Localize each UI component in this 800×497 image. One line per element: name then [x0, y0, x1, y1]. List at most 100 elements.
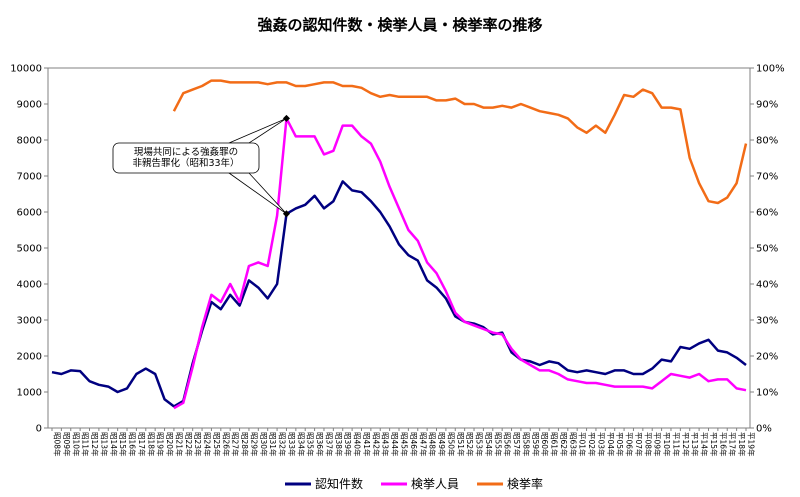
x-tick-label: 昭27年: [231, 432, 241, 457]
x-tick-label: 平06年: [625, 432, 635, 457]
x-tick-label: 昭18年: [146, 432, 156, 457]
y2-tick-label: 20%: [756, 352, 778, 363]
y2-tick-label: 50%: [756, 244, 778, 255]
x-tick-label: 昭58年: [521, 432, 531, 457]
x-tick-label: 昭39年: [343, 432, 353, 457]
legend-label: 検挙人員: [411, 477, 459, 491]
x-tick-label: 昭37年: [324, 432, 334, 457]
x-tick-label: 平07年: [634, 432, 644, 457]
y-tick-label: 8000: [17, 136, 42, 147]
x-tick-label: 昭59年: [531, 432, 541, 457]
x-tick-label: 昭21年: [174, 432, 184, 457]
x-tick-label: 昭63年: [568, 432, 578, 457]
y2-tick-label: 30%: [756, 316, 778, 327]
x-tick-label: 昭31年: [268, 432, 278, 457]
chart-title: 強姦の認知件数・検挙人員・検挙率の推移: [257, 16, 542, 34]
y-tick-label: 5000: [17, 244, 42, 255]
x-tick-label: 昭47年: [418, 432, 428, 457]
y2-tick-label: 10%: [756, 388, 778, 399]
y-tick-label: 7000: [17, 172, 42, 183]
y-tick-label: 6000: [17, 208, 42, 219]
x-tick-label: 昭19年: [156, 432, 166, 457]
x-tick-label: 平09年: [653, 432, 663, 457]
legend-label: 認知件数: [315, 476, 363, 491]
x-tick-label: 昭35年: [306, 432, 316, 457]
x-tick-label: 平13年: [690, 432, 700, 457]
x-tick-label: 昭60年: [540, 432, 550, 457]
y-tick-label: 4000: [17, 280, 42, 291]
x-tick-label: 昭26年: [221, 432, 231, 457]
x-tick-label: 平18年: [737, 432, 747, 457]
x-tick-label: 昭24年: [203, 432, 213, 457]
x-tick-label: 昭23年: [193, 432, 203, 457]
x-tick-label: 昭62年: [559, 432, 569, 457]
x-tick-label: 昭38年: [334, 432, 344, 457]
callout-pointer: [228, 118, 287, 144]
x-tick-label: 昭10年: [71, 432, 81, 457]
highlight-marker: [282, 114, 290, 122]
y-tick-label: 0: [36, 424, 42, 435]
x-tick-label: 昭42年: [371, 432, 381, 457]
series-line: [173, 117, 747, 410]
x-tick-label: 昭09年: [62, 432, 72, 457]
x-tick-label: 平11年: [671, 432, 681, 457]
x-tick-label: 昭44年: [390, 432, 400, 457]
x-tick-label: 昭56年: [503, 432, 513, 457]
x-tick-label: 昭51年: [456, 432, 466, 457]
x-tick-label: 平05年: [615, 432, 625, 457]
x-tick-label: 昭11年: [81, 432, 91, 457]
x-tick-label: 昭20年: [165, 432, 175, 457]
x-tick-label: 平04年: [606, 432, 616, 457]
x-tick-label: 昭55年: [493, 432, 503, 457]
y-tick-label: 10000: [10, 64, 42, 75]
x-tick-label: 昭48年: [428, 432, 438, 457]
x-tick-label: 昭16年: [128, 432, 138, 457]
x-tick-label: 昭46年: [409, 432, 419, 457]
x-tick-label: 昭08年: [53, 432, 63, 457]
x-tick-label: 昭13年: [99, 432, 109, 457]
x-tick-label: 昭52年: [465, 432, 475, 457]
x-tick-label: 平10年: [662, 432, 672, 457]
x-tick-label: 昭54年: [484, 432, 494, 457]
callout-pointer: [227, 172, 287, 215]
x-tick-label: 昭49年: [437, 432, 447, 457]
x-tick-label: 平19年: [747, 432, 757, 457]
x-tick-label: 昭22年: [184, 432, 194, 457]
x-tick-label: 昭41年: [362, 432, 372, 457]
y-tick-label: 1000: [17, 388, 42, 399]
x-tick-label: 昭40年: [353, 432, 363, 457]
x-tick-label: 昭57年: [512, 432, 522, 457]
x-tick-label: 平03年: [596, 432, 606, 457]
x-tick-label: 平15年: [709, 432, 719, 457]
x-tick-label: 昭43年: [381, 432, 391, 457]
x-tick-label: 昭17年: [137, 432, 147, 457]
y-tick-label: 9000: [17, 100, 42, 111]
x-tick-label: 昭14年: [109, 432, 119, 457]
x-tick-label: 昭30年: [259, 432, 269, 457]
x-tick-label: 平16年: [718, 432, 728, 457]
callout-box: [112, 142, 260, 174]
x-tick-label: 昭50年: [446, 432, 456, 457]
x-tick-label: 昭12年: [90, 432, 100, 457]
x-tick-label: 昭25年: [212, 432, 222, 457]
y2-tick-label: 80%: [756, 136, 778, 147]
y2-tick-label: 70%: [756, 172, 778, 183]
series-line: [51, 180, 747, 408]
x-tick-label: 昭29年: [249, 432, 259, 457]
annotation: 現場共同による強姦罪の: [134, 146, 238, 158]
y2-tick-label: 90%: [756, 100, 778, 111]
x-tick-label: 昭33年: [287, 432, 297, 457]
y2-tick-label: 40%: [756, 280, 778, 291]
x-tick-label: 平17年: [728, 432, 738, 457]
y2-tick-label: 100%: [756, 64, 785, 75]
x-tick-label: 平08年: [643, 432, 653, 457]
x-tick-label: 昭34年: [296, 432, 306, 457]
x-tick-label: 昭61年: [550, 432, 560, 457]
series-line: [172, 79, 748, 205]
annotation: 非親告罪化（昭和33年）: [132, 157, 239, 169]
x-tick-label: 昭45年: [400, 432, 410, 457]
x-tick-label: 昭28年: [240, 432, 250, 457]
y2-tick-label: 0%: [756, 424, 772, 435]
highlight-marker: [282, 210, 290, 218]
